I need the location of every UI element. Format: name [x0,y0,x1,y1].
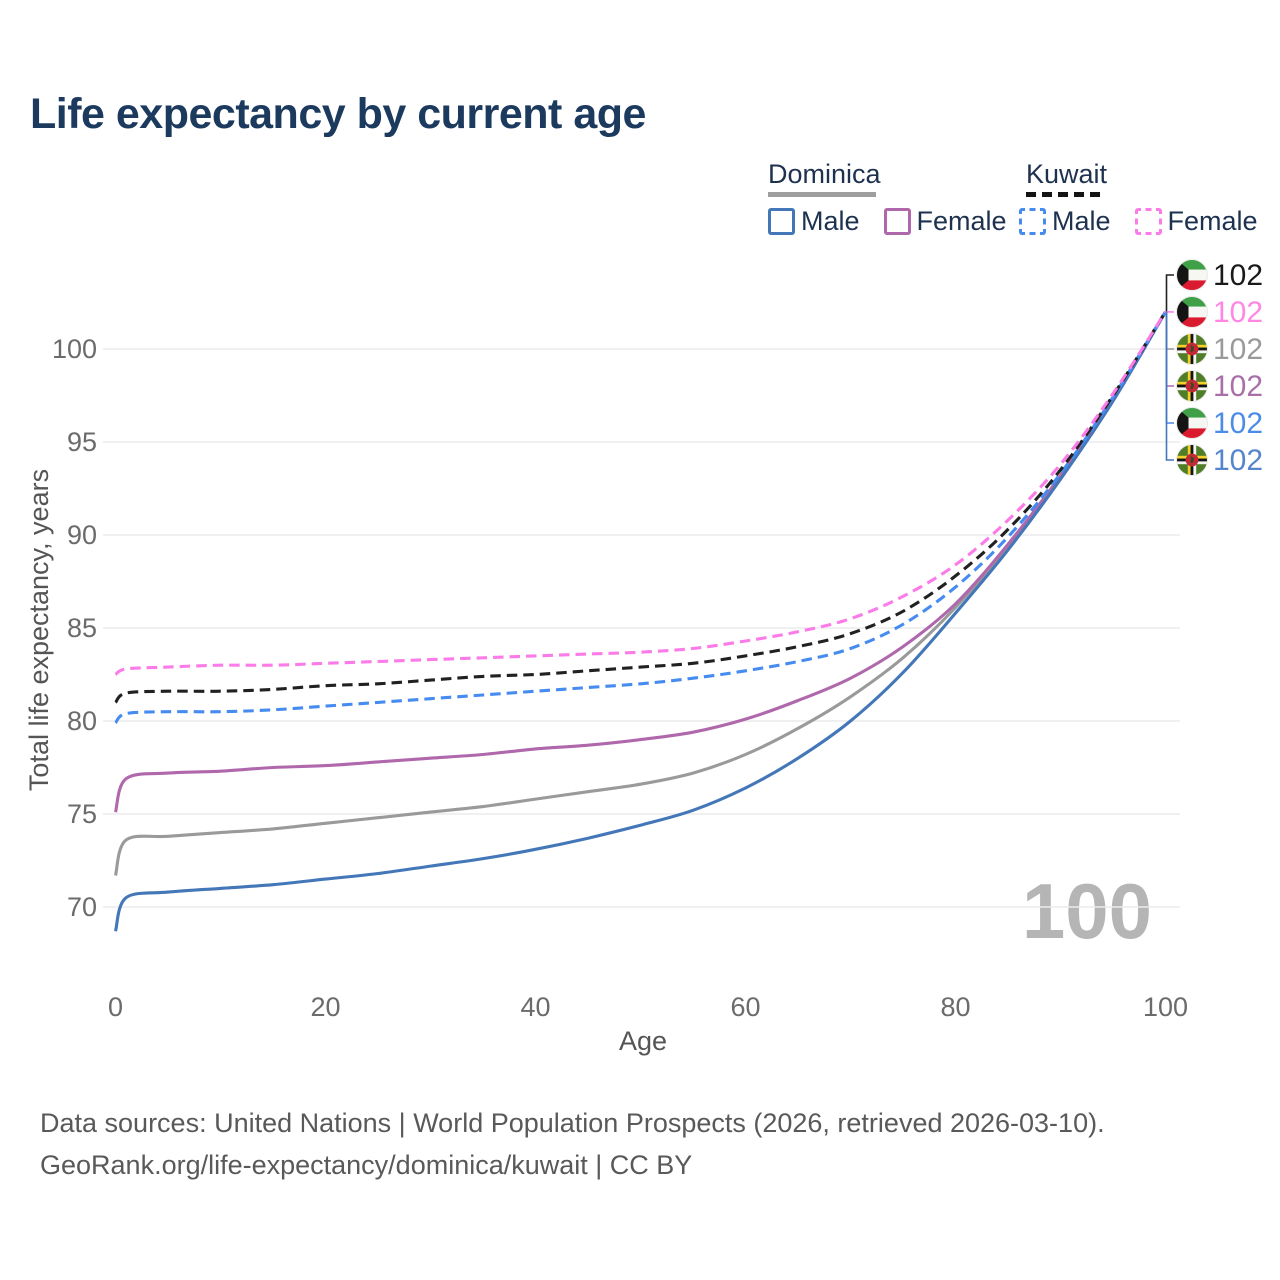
legend-items-dominica: Male Female [768,206,1007,237]
legend-label-dominica-male: Male [801,206,860,236]
legend-label-kuwait-female: Female [1167,206,1258,236]
x-tick-20: 20 [310,992,340,1022]
series-line-dominica-male[interactable] [113,311,1167,932]
legend-item-dominica-female[interactable]: Female [883,206,1007,237]
dominica-flag-icon [1176,370,1208,402]
x-axis-title: Age [619,1026,667,1056]
age-watermark: 100 [1022,867,1152,955]
kuwait-male-checkbox[interactable] [1019,208,1046,235]
dominica-male-checkbox[interactable] [768,208,795,235]
y-tick-85: 85 [67,613,97,643]
dominica-solid-line-swatch [768,192,876,197]
y-tick-90: 90 [67,520,97,550]
x-tick-0: 0 [108,992,123,1022]
legend-item-kuwait-male[interactable]: Male [1019,206,1111,237]
legend-group-dominica: Dominica Male Female [768,159,1007,237]
end-value-dominica-total: 102 [1213,333,1263,366]
series-line-dominica-total[interactable] [113,311,1167,876]
y-tick-70: 70 [67,892,97,922]
legend-label-kuwait-male: Male [1052,206,1111,236]
connector-dominica-male [1165,311,1174,461]
end-label-connectors [1165,274,1175,461]
connector-kuwait-total [1165,274,1174,312]
end-value-dominica-male: 102 [1213,444,1263,477]
y-tick-100: 100 [52,334,97,364]
kuwait-flag-icon [1176,296,1208,328]
y-axis-title: Total life expectancy, years [24,469,54,791]
dominica-flag-icon [1176,444,1208,476]
legend-label-dominica-female: Female [916,206,1007,236]
x-tick-80: 80 [940,992,970,1022]
x-axis-tick-labels: 0 20 40 60 80 100 [108,992,1188,1022]
legend-group-kuwait: Kuwait Male Female [1019,159,1258,237]
dominica-female-checkbox[interactable] [883,208,911,235]
x-tick-60: 60 [730,992,760,1022]
kuwait-flag-icon [1176,259,1208,291]
series-line-dominica-female[interactable] [113,310,1167,813]
kuwait-dashed-line-swatch [1026,192,1100,197]
y-tick-75: 75 [67,799,97,829]
y-tick-80: 80 [67,706,97,736]
x-tick-40: 40 [520,992,550,1022]
connector-kuwait-male [1165,311,1174,424]
end-labels: 102 102 102 102 102 102 [1176,259,1263,477]
y-axis-tick-labels: 70 75 80 85 90 95 100 [52,334,97,922]
legend-items-kuwait: Male Female [1019,206,1258,237]
page-title: Life expectancy by current age [30,90,646,138]
kuwait-flag-icon [1176,407,1208,439]
end-value-kuwait-total: 102 [1213,259,1263,292]
legend-item-dominica-male[interactable]: Male [768,206,860,237]
end-value-dominica-female: 102 [1213,370,1263,403]
gridlines [103,348,1180,908]
end-value-kuwait-male: 102 [1213,407,1263,440]
connector-dominica-total [1165,311,1174,350]
dominica-flag-icon [1176,333,1208,365]
attribution-note: GeoRank.org/life-expectancy/dominica/kuw… [40,1150,693,1180]
end-value-kuwait-female: 102 [1213,296,1263,329]
y-tick-95: 95 [67,427,97,457]
series-line-kuwait-female[interactable] [114,310,1167,676]
series-line-kuwait-male[interactable] [114,310,1167,725]
series-lines [113,310,1167,932]
legend-item-kuwait-female[interactable]: Female [1134,206,1258,237]
legend-country-dominica: Dominica [768,159,881,189]
series-line-kuwait-total[interactable] [114,310,1167,704]
kuwait-female-checkbox[interactable] [1134,208,1162,235]
data-sources-note: Data sources: United Nations | World Pop… [40,1108,1105,1138]
legend-country-kuwait: Kuwait [1026,159,1108,189]
x-tick-100: 100 [1143,992,1188,1022]
